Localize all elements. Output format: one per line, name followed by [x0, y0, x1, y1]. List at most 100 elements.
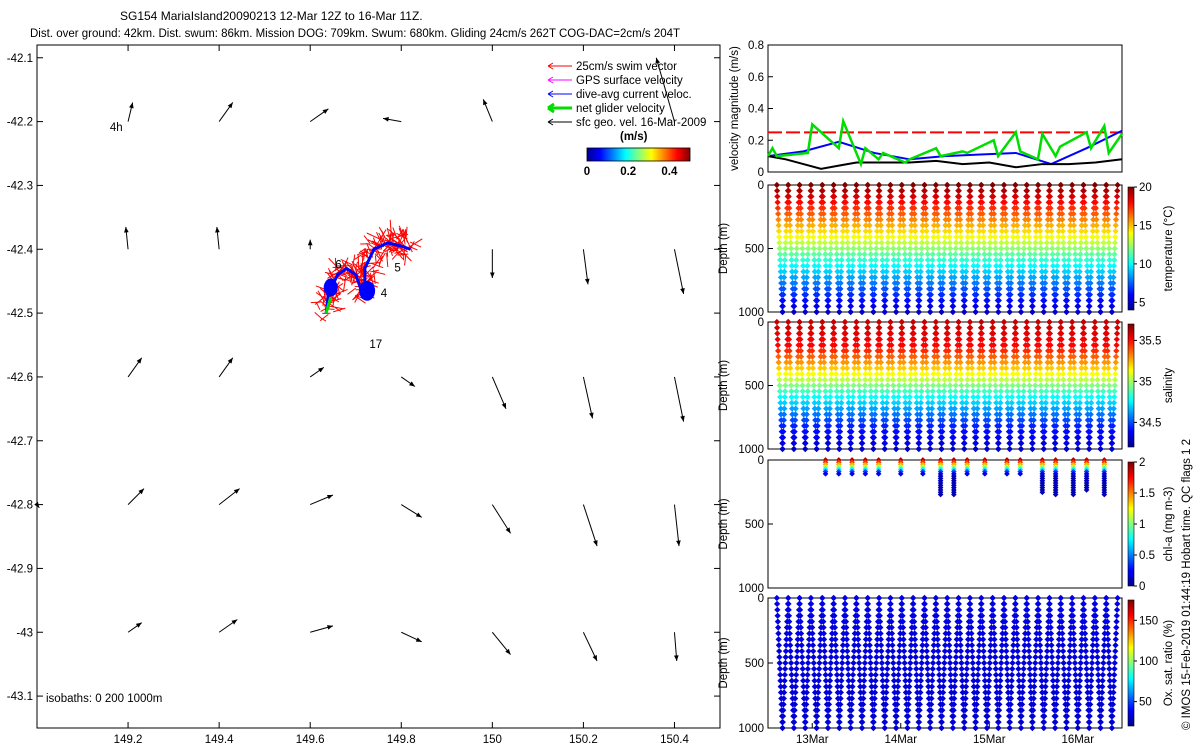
- temperature-sample: [993, 262, 1000, 269]
- salinity-colorbar-tick-label: 35: [1139, 376, 1152, 388]
- chla-ytick-label: 0: [758, 455, 764, 467]
- temperature-sample: [858, 303, 865, 310]
- temperature-sample: [906, 262, 913, 269]
- swim-vector: [388, 246, 393, 257]
- velocity-vector: [673, 249, 685, 295]
- temperature-sample: [1024, 193, 1031, 200]
- map-ticks: 149.2 149.4 149.6 149.8 150 150.2 150.4-42.1-4…: [7, 45, 720, 746]
- chla-colorbar-tick-label: 0.5: [1139, 550, 1155, 562]
- swim-vector: [367, 242, 380, 253]
- temperature-sample: [925, 280, 932, 287]
- temperature-sample: [936, 256, 943, 264]
- salinity-colorbar-tick-label: 35.5: [1139, 335, 1161, 347]
- velocity-arrowhead: [317, 367, 324, 373]
- oxygen-xtick-label: 13Mar: [796, 734, 829, 746]
- swim-vector: [320, 317, 327, 322]
- temperature-sample: [804, 256, 811, 264]
- legend-arrowhead-gps: [547, 76, 554, 84]
- temperature-sample: [838, 256, 845, 264]
- temperature-sample: [971, 280, 978, 287]
- legend-arrowhead-dac: [547, 90, 554, 98]
- temperature-sample: [1028, 285, 1035, 293]
- temperature-sample: [959, 262, 966, 269]
- swim-vector: [354, 295, 366, 304]
- chla-colorbar-tick-label: 1.5: [1139, 488, 1155, 500]
- temperature-colorbar: [1127, 186, 1135, 311]
- swim-vector: [364, 266, 374, 276]
- map-ytick-label: -42.7: [7, 436, 33, 448]
- temperature-sample: [890, 262, 898, 269]
- oxygen-colorbar-label: Ox. sat. ratio (%): [1163, 620, 1175, 706]
- salinity-colorbar-label: salinity: [1163, 368, 1175, 403]
- temperature-sample: [827, 251, 834, 258]
- map-colorbar-ticks: 0 0.2 0.4: [584, 166, 678, 178]
- salinity-ylabel: Depth (m): [718, 360, 730, 411]
- header-line1: SG154 MariaIsland20090213 12-Mar 12Z to …: [120, 9, 423, 23]
- temperature-sample: [813, 303, 820, 310]
- temperature-sample: [849, 256, 857, 264]
- temperature-sample: [926, 303, 934, 310]
- swim-vector: [338, 274, 351, 279]
- oxygen-colorbar-tick-label: 50: [1139, 697, 1152, 709]
- temperature-sample: [1026, 239, 1033, 246]
- swim-vector: [328, 302, 342, 312]
- dac-cluster: [323, 278, 338, 297]
- velocity-arrowhead: [680, 288, 685, 294]
- temperature-sample: [845, 262, 852, 269]
- swim-vector: [352, 264, 360, 273]
- temperature-sample: [779, 303, 786, 310]
- oxygen-xtick-label: 15Mar: [973, 734, 1006, 746]
- legend-label-dac: dive-avg current veloc.: [576, 89, 692, 101]
- credit-text: © IMOS 15-Feb-2019 01:44:19 Hobart time.…: [1181, 439, 1193, 730]
- temperature-sample: [1026, 245, 1033, 252]
- temperature-sample: [974, 262, 981, 269]
- temperature-sample: [801, 303, 809, 310]
- speed-ylabel: velocity magnitude (m/s): [729, 46, 741, 171]
- swim-vector: [310, 301, 321, 304]
- oxygen-ylabel: Depth (m): [718, 637, 730, 688]
- swim-vector: [386, 252, 389, 267]
- chla-frame: [767, 459, 1123, 589]
- temperature-sample: [799, 251, 806, 258]
- temperature-sample: [1031, 256, 1038, 264]
- temperature-sample: [914, 280, 921, 287]
- velocity-arrowhead: [135, 622, 142, 628]
- temperature-sample: [981, 256, 988, 264]
- map-xtick-label: 150.4: [660, 734, 689, 746]
- temperature-sample: [823, 280, 830, 287]
- temperature-sample: [1025, 222, 1032, 229]
- swim-vector: [391, 252, 399, 260]
- velocity-arrowhead: [415, 637, 422, 642]
- temperature-sample: [778, 280, 785, 287]
- temperature-sample: [857, 280, 864, 287]
- temperature-sample: [936, 262, 943, 269]
- map-ytick-label: -42.4: [7, 244, 34, 256]
- temperature-sample: [846, 280, 853, 287]
- velocity-arrowhead: [501, 402, 506, 409]
- velocity-arrowhead: [124, 226, 129, 233]
- legend-arrowhead-geo: [547, 118, 554, 126]
- velocity-arrowhead: [136, 357, 142, 364]
- swim-vector: [392, 233, 409, 239]
- velocity-arrowhead: [307, 239, 313, 246]
- temperature-ylabel: Depth (m): [718, 223, 730, 274]
- map-ytick-label: -42.5: [7, 308, 33, 320]
- temperature-sample: [845, 256, 852, 264]
- temperature-sample: [1029, 308, 1036, 316]
- swim-vector: [393, 247, 404, 260]
- temperature-sample: [903, 280, 910, 287]
- velocity-vector: [582, 504, 598, 547]
- speed-ytick-label: 0.2: [748, 135, 764, 147]
- velocity-arrowhead: [326, 495, 333, 500]
- swim-vector: [314, 295, 327, 305]
- temperature-sample: [949, 303, 956, 310]
- swim-vector: [398, 225, 406, 241]
- temperature-sample: [948, 280, 955, 287]
- temperature-sample: [906, 251, 914, 258]
- temperature-sample: [834, 262, 841, 269]
- map-xtick-label: 150: [483, 734, 502, 746]
- temperature-sample: [902, 262, 909, 269]
- swim-vector: [328, 268, 333, 277]
